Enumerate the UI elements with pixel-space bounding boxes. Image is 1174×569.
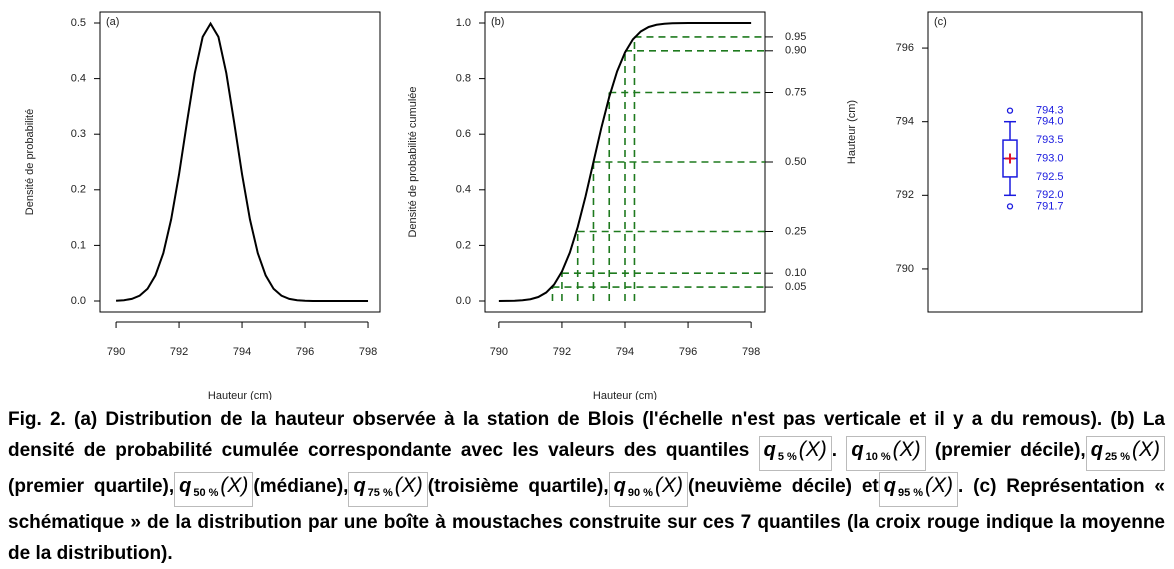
caption-text: Fig. 2. (a) Distribution de la hauteur o… bbox=[8, 409, 1165, 461]
value-label: 792.5 bbox=[1036, 171, 1064, 183]
y2-tick-label: 0.50 bbox=[785, 156, 806, 168]
y-tick-label: 0.2 bbox=[456, 239, 471, 251]
x-tick-label: 792 bbox=[553, 346, 571, 358]
caption-text: (troisième quartile), bbox=[427, 476, 609, 497]
formula-subscript: 75 % bbox=[367, 487, 393, 499]
y-tick-label: 792 bbox=[896, 189, 914, 201]
y-tick-label: 0.1 bbox=[71, 239, 86, 251]
formula-subscript: 5 % bbox=[777, 451, 797, 463]
y-axis-label: Densité de probabilité bbox=[24, 109, 36, 215]
y-tick-label: 0.5 bbox=[71, 17, 86, 29]
caption-text: (neuvième décile) et bbox=[687, 476, 879, 497]
x-tick-label: 794 bbox=[233, 346, 251, 358]
x-tick-label: 796 bbox=[296, 346, 314, 358]
y-tick-label: 0.2 bbox=[71, 184, 86, 196]
plot-frame bbox=[99, 11, 381, 313]
x-tick-label: 790 bbox=[490, 346, 508, 358]
y2-tick-label: 0.05 bbox=[785, 281, 806, 293]
formula-symbol: q bbox=[851, 439, 864, 461]
formula-argument: (X) bbox=[925, 474, 954, 497]
curve bbox=[498, 22, 752, 302]
formula-subscript: 50 % bbox=[193, 487, 219, 499]
formula-symbol: q bbox=[353, 475, 366, 497]
y-axis-label: Densité de probabilité cumulée bbox=[407, 86, 419, 237]
y2-tick-label: 0.75 bbox=[785, 86, 806, 98]
formula-subscript: 10 % bbox=[865, 451, 891, 463]
y-tick-label: 796 bbox=[896, 42, 914, 54]
y2-tick-label: 0.95 bbox=[785, 31, 806, 43]
y-tick-label: 0.8 bbox=[456, 73, 471, 85]
x-tick-label: 790 bbox=[107, 346, 125, 358]
x-tick-label: 792 bbox=[170, 346, 188, 358]
formula-symbol: q bbox=[763, 439, 776, 461]
formula-symbol: q bbox=[883, 475, 896, 497]
formula-argument: (X) bbox=[892, 438, 921, 461]
value-label: 793.0 bbox=[1036, 152, 1064, 164]
panel-label: (b) bbox=[491, 16, 504, 28]
caption: Fig. 2. (a) Distribution de la hauteur o… bbox=[8, 404, 1166, 569]
formula-argument: (X) bbox=[654, 474, 683, 497]
y-axis-label: Hauteur (cm) bbox=[846, 100, 858, 164]
plot-frame bbox=[927, 11, 1143, 313]
x-tick-label: 794 bbox=[616, 346, 634, 358]
x-axis-label: Hauteur (cm) bbox=[593, 390, 657, 400]
value-label: 793.5 bbox=[1036, 134, 1064, 146]
value-label: 794.0 bbox=[1036, 116, 1064, 128]
y-tick-label: 0.6 bbox=[456, 128, 471, 140]
caption-text: . (c) Représentation « schématique » de … bbox=[8, 476, 1165, 564]
quantile-formula: q 50 %(X) bbox=[174, 472, 254, 507]
quantile-formula: q 25 %(X) bbox=[1085, 436, 1166, 471]
value-label: 791.7 bbox=[1036, 200, 1064, 212]
quantile-formula: q 10 %(X) bbox=[846, 436, 926, 471]
y-tick-label: 0.0 bbox=[456, 295, 471, 307]
formula-subscript: 25 % bbox=[1104, 451, 1131, 463]
panel-label: (a) bbox=[106, 16, 119, 28]
y-tick-label: 1.0 bbox=[456, 17, 471, 29]
quantile-formula: q 95 %(X) bbox=[878, 472, 959, 507]
y2-tick-label: 0.25 bbox=[785, 225, 806, 237]
y-tick-label: 0.4 bbox=[71, 73, 86, 85]
formula-argument: (X) bbox=[1132, 438, 1161, 461]
formula-argument: (X) bbox=[220, 474, 249, 497]
formula-symbol: q bbox=[613, 475, 626, 497]
x-tick-label: 798 bbox=[742, 346, 760, 358]
quantile-formula: q 90 %(X) bbox=[608, 472, 688, 507]
y2-tick-label: 0.90 bbox=[785, 45, 806, 57]
quantile-formula: q 75 %(X) bbox=[348, 472, 428, 507]
outlier bbox=[1006, 107, 1014, 114]
figure: (a) 0.0 0.1 0.2 0.3 0.4 0.5 Densité de probabil… bbox=[24, 11, 1143, 400]
value-label: 794.3 bbox=[1036, 105, 1064, 117]
formula-symbol: q bbox=[1090, 439, 1103, 461]
x-axis-label: Hauteur (cm) bbox=[208, 390, 272, 400]
outlier bbox=[1006, 203, 1014, 210]
y-tick-label: 0.4 bbox=[456, 184, 471, 196]
x-tick-label: 796 bbox=[679, 346, 697, 358]
y-tick-label: 790 bbox=[896, 263, 914, 275]
value-label: 792.0 bbox=[1036, 189, 1064, 201]
caption-text: (médiane), bbox=[253, 476, 349, 497]
formula-argument: (X) bbox=[798, 438, 827, 461]
caption-text: . bbox=[831, 440, 847, 461]
formula-symbol: q bbox=[179, 475, 192, 497]
y-tick-label: 0.3 bbox=[71, 128, 86, 140]
x-tick-label: 798 bbox=[359, 346, 377, 358]
formula-argument: (X) bbox=[394, 474, 423, 497]
y-tick-label: 794 bbox=[896, 116, 914, 128]
curve bbox=[115, 21, 369, 302]
panel-label: (c) bbox=[934, 16, 947, 28]
y-tick-label: 0.0 bbox=[71, 295, 86, 307]
caption-text: (premier décile), bbox=[925, 440, 1086, 461]
formula-subscript: 95 % bbox=[897, 487, 924, 499]
y2-tick-label: 0.10 bbox=[785, 267, 806, 279]
formula-subscript: 90 % bbox=[627, 487, 653, 499]
caption-text: (premier quartile), bbox=[8, 476, 175, 497]
